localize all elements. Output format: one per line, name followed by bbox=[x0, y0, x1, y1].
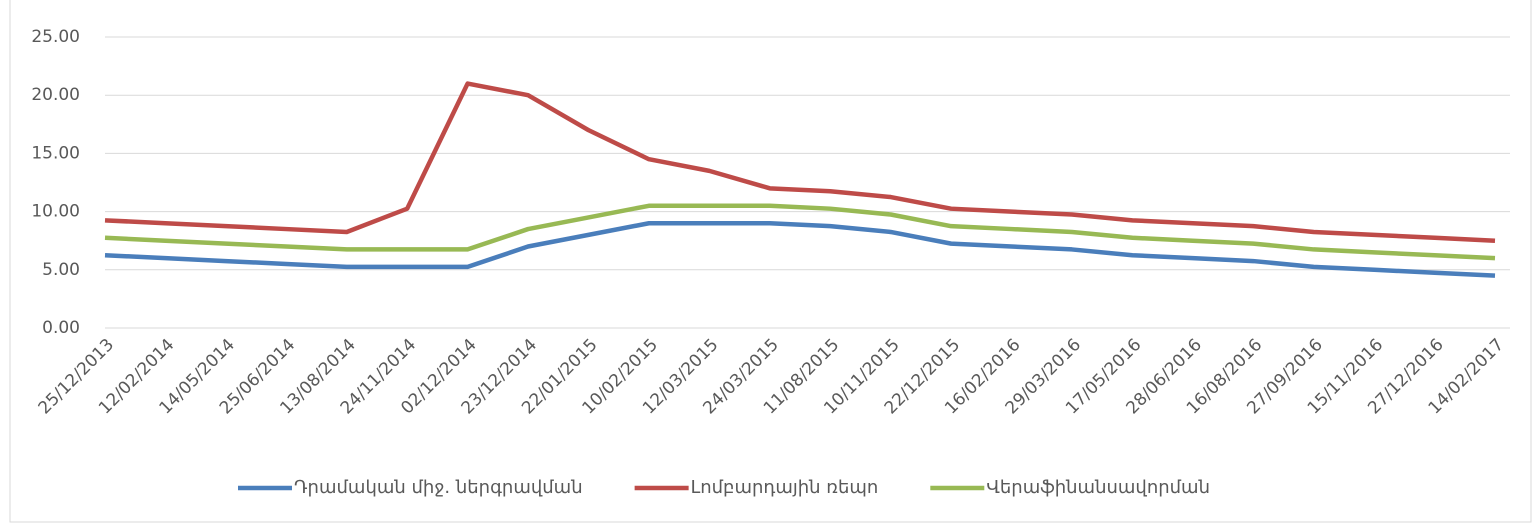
y-tick-label: 10.00 bbox=[31, 202, 80, 222]
series-line bbox=[104, 81, 1496, 243]
y-tick-label: 0.00 bbox=[42, 318, 80, 338]
y-tick-label: 25.00 bbox=[31, 27, 80, 47]
y-tick-label: 20.00 bbox=[31, 85, 80, 105]
y-tick-label: 5.00 bbox=[42, 260, 80, 280]
series-line bbox=[104, 203, 1496, 261]
legend-label: Դրամական միջ. ներգրավման bbox=[294, 477, 583, 498]
legend: Դրամական միջ. ներգրավման Լոմբարդային ռեպո… bbox=[238, 477, 1210, 498]
series-line bbox=[104, 220, 1496, 278]
legend-label: Լոմբարդային ռեպո bbox=[691, 477, 879, 498]
legend-label: Վերաֆինանսավորման bbox=[986, 477, 1210, 498]
y-tick-label: 15.00 bbox=[31, 143, 80, 163]
